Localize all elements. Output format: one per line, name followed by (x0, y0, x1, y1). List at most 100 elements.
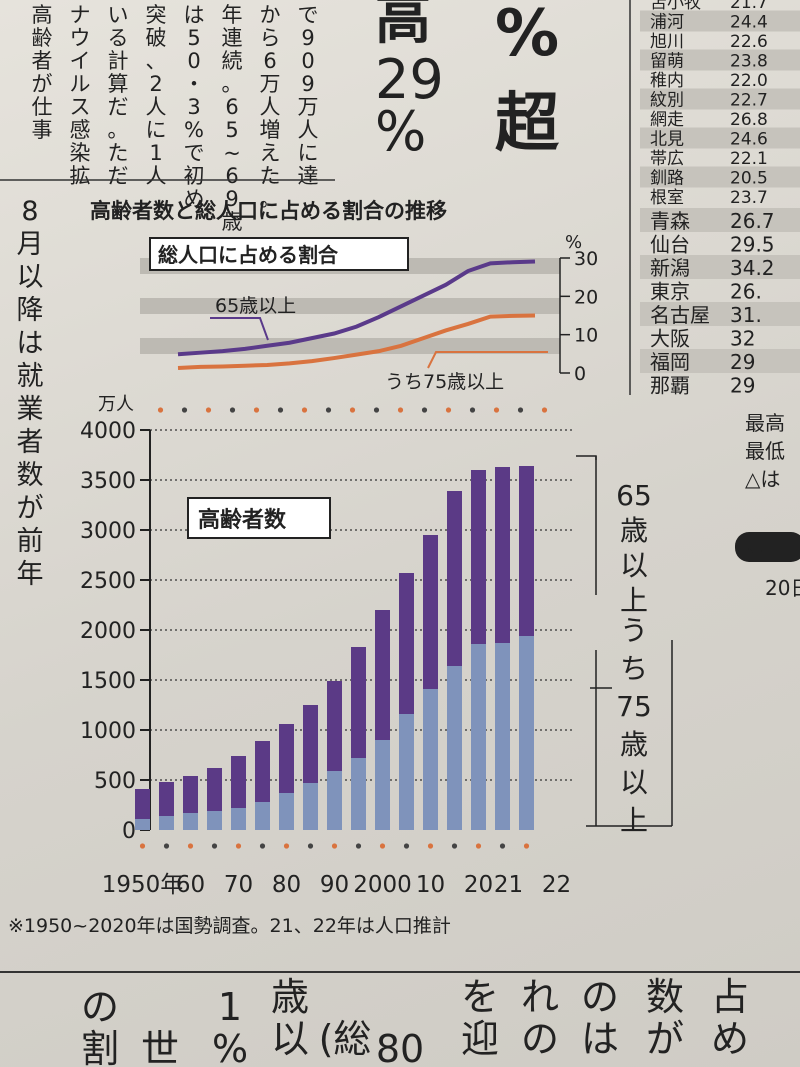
bracket-65-top (576, 455, 597, 460)
bar-75plus (519, 636, 534, 830)
share-75plus-leader (427, 351, 548, 369)
article-char: 6 (263, 49, 276, 73)
dot (427, 843, 434, 849)
table-row-band (640, 49, 800, 71)
dot (355, 843, 362, 849)
bracket-char: 65 (616, 479, 652, 512)
y-tick-label: 1000 (80, 719, 136, 744)
table-city: 新潟 (650, 256, 690, 280)
bar-75plus (423, 689, 438, 830)
article-char: 高 (32, 3, 53, 27)
table-row-band (640, 255, 800, 279)
table-temp: 34.2 (730, 256, 775, 280)
table-note: 最低 (745, 439, 785, 463)
article-char: 歳 (271, 975, 309, 1019)
dot (499, 843, 506, 849)
article-char: 占 (711, 975, 749, 1019)
table-note: 20日 (765, 576, 800, 600)
y-tick-label: 500 (94, 769, 136, 794)
dot (229, 407, 236, 413)
article-char: 9 (301, 72, 314, 96)
article-char: 、 (146, 49, 167, 73)
bracket-char: 75 (616, 690, 652, 723)
bracket-char: ち (620, 652, 648, 685)
article-char: 1 (149, 141, 162, 165)
bracket-75plus-label: うち 75 歳以上 (616, 614, 652, 837)
dot (211, 843, 218, 849)
table-note: 最高 (745, 411, 785, 435)
bracket-char: 以 (620, 549, 648, 582)
article-char: 5 (187, 26, 200, 50)
bar-75plus (495, 643, 510, 830)
dot (163, 843, 170, 849)
article-char: が (646, 1017, 684, 1061)
y-tick-label: 2500 (80, 569, 136, 594)
table-city: 苫小牧 (650, 0, 701, 13)
table-temp: 23.8 (730, 52, 768, 72)
x-tick-label: 20 (464, 872, 493, 898)
article-char: 人 (146, 164, 167, 188)
table-row-band (640, 166, 800, 188)
headline-fragment-1: 高 (375, 0, 431, 52)
article-char: 初 (184, 164, 205, 188)
article-char: 以 (271, 1017, 309, 1061)
dot (307, 843, 314, 849)
article-char: 突 (146, 3, 167, 27)
bar-75plus (327, 771, 342, 830)
table-city: 帯広 (650, 149, 684, 169)
bar-75plus (375, 740, 390, 830)
article-char: 9 (301, 26, 314, 50)
table-temp: 22.7 (730, 91, 768, 111)
article-char: か (260, 3, 281, 27)
article-char: め (184, 187, 205, 211)
share-unit: % (565, 232, 582, 253)
table-row-band (640, 208, 800, 232)
article-char: 数 (646, 975, 684, 1019)
share-inset-label: 総人口に占める割合 (158, 243, 339, 267)
dot (349, 407, 356, 413)
dot (493, 407, 500, 413)
dot (469, 407, 476, 413)
bracket-char: 以 (620, 766, 648, 799)
bracket-char: 上 (620, 584, 648, 617)
article-char: 3 (187, 95, 200, 119)
article-char: 。 (108, 118, 129, 142)
article-char: に (298, 141, 319, 165)
table-temp: 26.7 (730, 209, 775, 233)
article-char: る (108, 26, 129, 50)
article-char: 。 (222, 72, 243, 96)
y-tick-label: 2000 (80, 619, 136, 644)
bracket-char: 歳 (620, 514, 648, 547)
article-char: 降 (17, 295, 44, 326)
article-char: 年 (222, 3, 243, 27)
article-char: 前 (17, 526, 44, 557)
dot (139, 843, 146, 849)
article-char: 達 (298, 164, 319, 188)
article-char: た (260, 164, 281, 188)
article-char: の (81, 985, 119, 1029)
dot (157, 407, 164, 413)
y-tick-label: 4000 (80, 419, 136, 444)
y-tick-label: 1500 (80, 669, 136, 694)
table-city: 青森 (650, 209, 690, 233)
table-row-band (640, 349, 800, 373)
table-city: 那覇 (650, 374, 690, 398)
dot (259, 843, 266, 849)
y-tick-label: 3500 (80, 469, 136, 494)
bar-75plus (351, 758, 366, 830)
dot (475, 843, 482, 849)
article-char: 0 (187, 49, 200, 73)
article-char: (総 (319, 1017, 372, 1061)
dot (397, 407, 404, 413)
table-row-band (640, 127, 800, 149)
article-char: 2 (149, 72, 162, 96)
table-city: 稚内 (650, 71, 684, 91)
x-tick-label: 10 (416, 872, 445, 898)
x-tick-label: 90 (320, 872, 349, 898)
x-tick-label: 2000 (353, 872, 412, 898)
article-char: 齢 (32, 26, 53, 50)
dot (445, 407, 452, 413)
inset-tick-label: 30 (574, 248, 598, 270)
bar-75plus (135, 819, 150, 830)
dot-row-top (157, 407, 548, 413)
